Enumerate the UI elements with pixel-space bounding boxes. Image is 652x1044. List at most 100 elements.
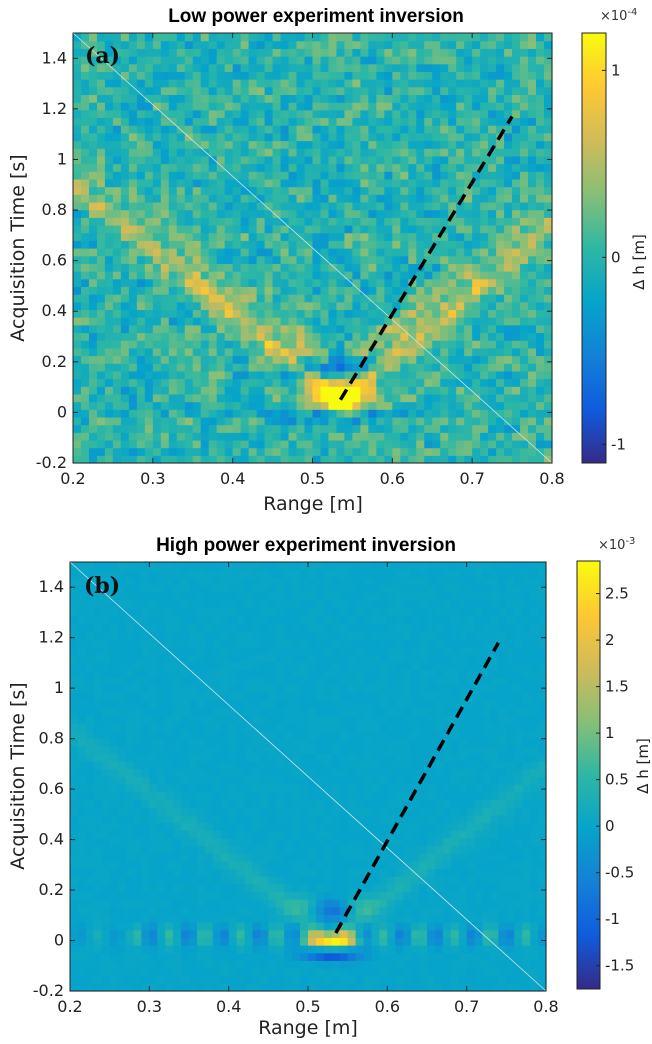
- heatmap-cell: [368, 178, 377, 188]
- heatmap-cell: [228, 906, 238, 915]
- heatmap-cell: [184, 378, 194, 387]
- heatmap-cell: [117, 623, 127, 632]
- heatmap-cell: [85, 791, 95, 801]
- heatmap-cell: [112, 217, 122, 226]
- heatmap-cell: [416, 278, 425, 287]
- heatmap-cell: [288, 370, 298, 380]
- heatmap-cell: [520, 232, 529, 241]
- heatmap-cell: [376, 201, 385, 211]
- heatmap-cell: [136, 163, 146, 172]
- heatmap-cell: [96, 71, 106, 80]
- heatmap-cell: [496, 171, 505, 180]
- heatmap-cell: [264, 409, 274, 418]
- heatmap-cell: [264, 163, 274, 172]
- heatmap-cell: [304, 278, 314, 287]
- heatmap-cell: [216, 217, 226, 226]
- heatmap-cell: [336, 340, 346, 349]
- heatmap-cell: [181, 799, 190, 808]
- heatmap-cell: [133, 745, 142, 755]
- heatmap-cell: [320, 255, 330, 264]
- heatmap-cell: [240, 194, 250, 203]
- heatmap-cell: [360, 317, 369, 326]
- heatmap-cell: [328, 94, 338, 103]
- heatmap-cell: [240, 378, 250, 387]
- heatmap-cell: [184, 294, 194, 303]
- heatmap-cell: [240, 263, 250, 272]
- heatmap-cell: [168, 294, 178, 303]
- heatmap-cell: [440, 309, 449, 318]
- heatmap-cell: [224, 301, 234, 311]
- heatmap-cell: [77, 922, 87, 931]
- heatmap-cell: [70, 814, 79, 824]
- heatmap-cell: [488, 317, 497, 326]
- heatmap-cell: [480, 117, 489, 126]
- heatmap-cell: [448, 317, 457, 326]
- heatmap-cell: [88, 255, 98, 264]
- x-tick-label: 0.8: [539, 469, 564, 488]
- heatmap-cell: [200, 409, 210, 418]
- heatmap-cell: [472, 109, 481, 119]
- heatmap-cell: [336, 109, 346, 119]
- heatmap-cell: [424, 178, 433, 188]
- heatmap-cell: [80, 178, 90, 188]
- heatmap-cell: [304, 163, 314, 172]
- heatmap-cell: [157, 876, 166, 885]
- heatmap-cell: [136, 370, 146, 380]
- heatmap-cell: [112, 79, 122, 88]
- heatmap-cell: [312, 301, 322, 311]
- heatmap-cell: [280, 340, 290, 349]
- heatmap-cell: [236, 577, 246, 586]
- heatmap-cell: [264, 455, 274, 464]
- heatmap-cell: [70, 906, 79, 915]
- heatmap-cell: [208, 370, 218, 380]
- heatmap-cell: [200, 109, 210, 119]
- heatmap-cell: [432, 86, 441, 96]
- heatmap-cell: [85, 853, 95, 862]
- heatmap-cell: [73, 455, 82, 464]
- heatmap-cell: [320, 33, 330, 42]
- heatmap-cell: [248, 271, 258, 280]
- heatmap-cell: [320, 378, 330, 387]
- heatmap-cell: [101, 584, 111, 594]
- heatmap-cell: [496, 370, 505, 380]
- heatmap-cell: [192, 447, 202, 456]
- heatmap-cell: [85, 814, 95, 824]
- heatmap-cell: [256, 132, 266, 142]
- heatmap-cell: [112, 86, 122, 96]
- heatmap-cell: [488, 48, 497, 57]
- heatmap-cell: [216, 416, 226, 426]
- heatmap-cell: [408, 416, 417, 426]
- heatmap-cell: [400, 33, 409, 42]
- heatmap-cell: [440, 424, 449, 433]
- heatmap-cell: [128, 201, 138, 211]
- heatmap-cell: [152, 71, 162, 80]
- heatmap-cell: [73, 386, 82, 395]
- heatmap-cell: [165, 845, 174, 854]
- heatmap-cell: [152, 332, 162, 341]
- heatmap-cell: [512, 309, 521, 318]
- heatmap-cell: [73, 347, 82, 357]
- heatmap-cell: [528, 363, 537, 372]
- heatmap-cell: [400, 171, 409, 180]
- heatmap-cell: [181, 615, 190, 624]
- heatmap-cell: [109, 623, 119, 632]
- heatmap-cell: [272, 317, 282, 326]
- heatmap-cell: [133, 983, 142, 992]
- heatmap-cell: [196, 876, 206, 885]
- heatmap-cell: [176, 71, 186, 80]
- heatmap-cell: [152, 301, 162, 311]
- heatmap-cell: [168, 340, 178, 349]
- heatmap-cell: [73, 117, 82, 126]
- heatmap-cell: [256, 148, 266, 157]
- heatmap-cell: [400, 125, 409, 134]
- heatmap-cell: [448, 94, 457, 103]
- heatmap-cell: [136, 432, 146, 441]
- heatmap-cell: [70, 975, 79, 984]
- heatmap-cell: [520, 224, 529, 234]
- heatmap-cell: [85, 707, 95, 716]
- heatmap-cell: [104, 347, 114, 357]
- heatmap-cell: [288, 255, 298, 264]
- heatmap-cell: [236, 814, 246, 824]
- heatmap-cell: [173, 952, 182, 961]
- heatmap-cell: [352, 217, 361, 226]
